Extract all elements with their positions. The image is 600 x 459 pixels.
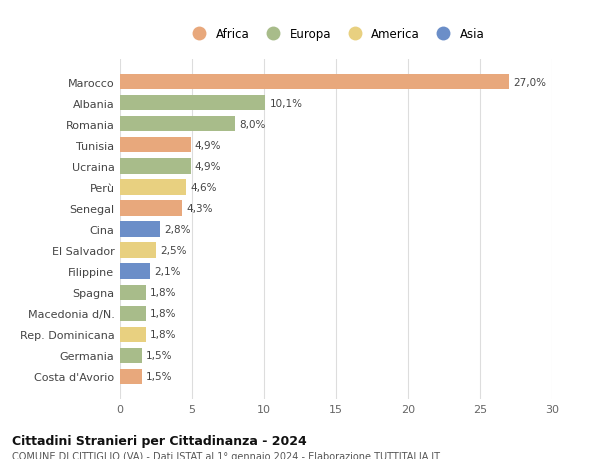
Bar: [120, 96, 265, 111]
Text: 4,9%: 4,9%: [195, 140, 221, 151]
Legend: Africa, Europa, America, Asia: Africa, Europa, America, Asia: [187, 28, 485, 41]
Text: Cittadini Stranieri per Cittadinanza - 2024: Cittadini Stranieri per Cittadinanza - 2…: [12, 434, 307, 447]
Bar: [120, 138, 191, 153]
Text: 1,8%: 1,8%: [150, 330, 177, 339]
Bar: [120, 117, 235, 132]
Text: 8,0%: 8,0%: [239, 120, 266, 129]
Bar: [120, 327, 146, 342]
Bar: [120, 264, 150, 279]
Text: 4,6%: 4,6%: [191, 183, 217, 192]
Bar: [120, 285, 146, 300]
Text: 4,3%: 4,3%: [186, 203, 213, 213]
Text: 1,5%: 1,5%: [146, 371, 172, 381]
Bar: [120, 75, 509, 90]
Text: 1,5%: 1,5%: [146, 350, 172, 360]
Text: COMUNE DI CITTIGLIO (VA) - Dati ISTAT al 1° gennaio 2024 - Elaborazione TUTTITAL: COMUNE DI CITTIGLIO (VA) - Dati ISTAT al…: [12, 451, 440, 459]
Text: 2,1%: 2,1%: [155, 267, 181, 276]
Text: 1,8%: 1,8%: [150, 287, 177, 297]
Text: 1,8%: 1,8%: [150, 308, 177, 319]
Text: 2,8%: 2,8%: [164, 224, 191, 235]
Bar: [120, 348, 142, 363]
Bar: [120, 159, 191, 174]
Text: 4,9%: 4,9%: [195, 162, 221, 172]
Text: 2,5%: 2,5%: [160, 246, 187, 256]
Bar: [120, 201, 182, 216]
Text: 10,1%: 10,1%: [270, 99, 303, 109]
Bar: [120, 222, 160, 237]
Bar: [120, 243, 156, 258]
Bar: [120, 306, 146, 321]
Bar: [120, 369, 142, 384]
Bar: [120, 180, 186, 195]
Text: 27,0%: 27,0%: [513, 78, 546, 88]
